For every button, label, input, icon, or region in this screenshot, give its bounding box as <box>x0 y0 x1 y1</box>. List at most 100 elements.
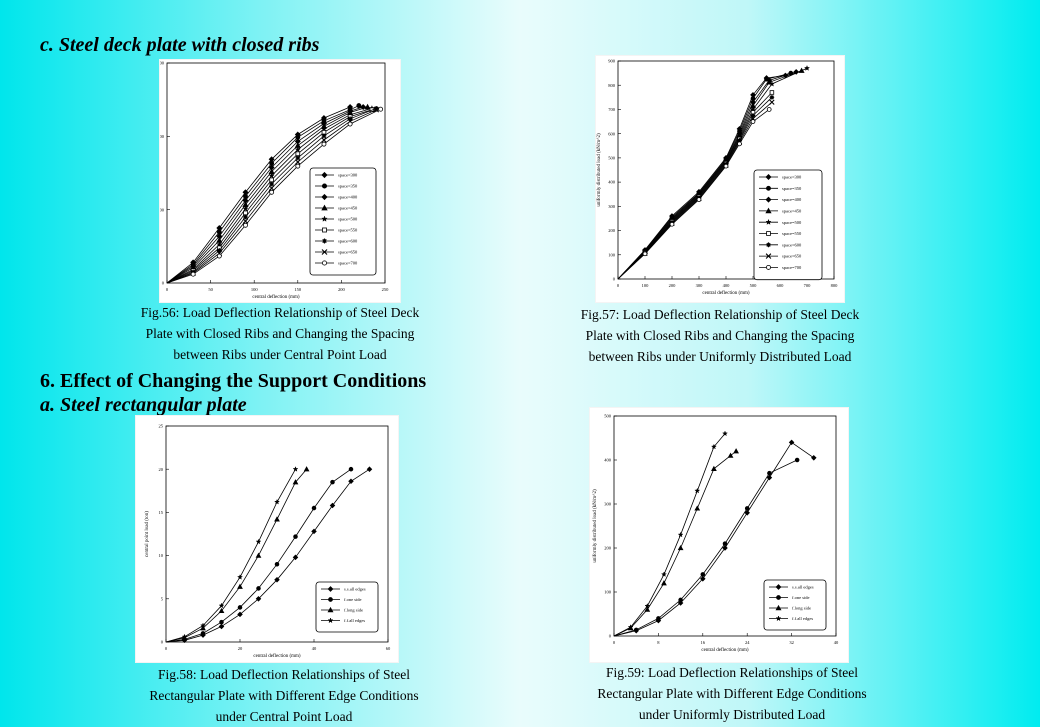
data-point <box>330 479 335 485</box>
x-tick-label: 100 <box>251 287 259 292</box>
legend-label: f.long side <box>792 606 811 611</box>
data-point <box>768 80 776 87</box>
data-point <box>269 177 274 183</box>
data-point <box>373 106 380 113</box>
legend-label: space=300 <box>338 173 358 178</box>
data-point <box>710 443 717 450</box>
data-point <box>347 116 353 122</box>
legend-label: space=450 <box>338 206 358 211</box>
data-point <box>190 271 196 277</box>
caption-line: Fig.56: Load Deflection Relationship of … <box>140 305 420 320</box>
caption-line: Fig.58: Load Deflection Relationships of… <box>158 667 410 682</box>
x-tick-label: 16 <box>701 640 706 645</box>
data-point <box>274 561 280 567</box>
data-point <box>268 185 275 191</box>
x-tick-label: 60 <box>386 646 391 651</box>
legend-marker <box>321 260 328 266</box>
figure-59-caption: Fig.59: Load Deflection Relationships of… <box>552 662 912 725</box>
series-s-s-all-edges <box>613 439 817 637</box>
data-point <box>644 602 651 609</box>
data-point <box>356 103 362 109</box>
legend: s.s.all edges f.one side f.long side f.f.al… <box>763 579 827 631</box>
x-tick-label: 100 <box>642 283 650 288</box>
data-point <box>694 505 701 511</box>
data-point <box>273 498 281 505</box>
data-point <box>293 534 298 539</box>
series-line <box>166 106 351 284</box>
y-tick-label: 25 <box>159 424 164 429</box>
y-tick-label: 700 <box>608 107 616 112</box>
data-point <box>627 624 634 630</box>
y-tick-label: 100 <box>604 590 612 595</box>
data-point <box>243 214 248 220</box>
data-point <box>677 600 684 606</box>
y-tick-label: 900 <box>608 59 616 64</box>
x-tick-label: 200 <box>669 283 677 288</box>
legend-marker <box>328 597 333 602</box>
series-line <box>617 97 773 280</box>
subheading-closed-ribs: c. Steel deck plate with closed ribs <box>40 34 320 56</box>
x-tick-label: 250 <box>382 287 390 292</box>
plot-frame <box>166 62 386 284</box>
data-point <box>292 554 299 561</box>
legend-marker <box>321 204 328 211</box>
legend-label: space=600 <box>782 242 802 247</box>
y-tick-label: 800 <box>608 83 616 88</box>
series-line <box>613 433 726 637</box>
legend-marker <box>766 242 771 248</box>
series-space-550 <box>617 90 775 280</box>
x-tick-label: 700 <box>804 283 812 288</box>
data-point <box>360 104 367 110</box>
legend-marker <box>766 264 771 270</box>
y-tick-label: 300 <box>608 204 616 209</box>
legend-marker <box>321 193 328 201</box>
figure-57-caption: Fig.57: Load Deflection Relationship of … <box>540 304 900 367</box>
data-point <box>794 457 800 463</box>
x-tick-label: 8 <box>657 640 660 645</box>
data-point <box>255 596 262 602</box>
data-point <box>200 631 206 636</box>
figure-58-chart: 0 20 40 60 0 5 10 15 20 25 central deflection (mm)… <box>136 416 398 662</box>
data-point <box>373 105 379 111</box>
legend-label: space=500 <box>782 220 802 225</box>
data-point <box>303 466 310 472</box>
data-point <box>750 113 756 118</box>
series-f-f-all-edges <box>613 430 729 637</box>
x-tick-label: 800 <box>831 283 839 288</box>
caption-line: Plate with Closed Ribs and Changing the … <box>145 326 415 341</box>
y-tick-label: 0 <box>613 277 616 282</box>
y-tick-label: 0 <box>161 640 164 645</box>
caption-line: Fig.59: Load Deflection Relationships of… <box>606 665 858 680</box>
legend-marker <box>321 183 328 189</box>
series-line <box>165 468 370 643</box>
data-point <box>200 625 206 631</box>
legend-label: f.f.all edges <box>344 618 365 623</box>
legend-marker <box>321 238 328 244</box>
legend-label: space=400 <box>782 197 802 202</box>
legend-label: space=700 <box>338 261 358 266</box>
data-point <box>711 465 717 471</box>
data-point <box>721 430 729 437</box>
x-tick-label: 50 <box>208 287 213 292</box>
x-tick-label: 400 <box>723 283 731 288</box>
x-tick-label: 40 <box>312 646 317 651</box>
data-point <box>348 478 354 485</box>
data-point <box>788 439 795 446</box>
legend-marker <box>765 196 772 203</box>
legend-marker <box>327 586 334 592</box>
plot-frame <box>165 425 389 643</box>
legend-label: space=700 <box>782 265 802 270</box>
data-point <box>268 172 275 179</box>
plot-frame <box>613 415 837 637</box>
data-point <box>694 487 701 494</box>
data-point <box>243 210 248 216</box>
series-f-one-side <box>613 457 800 637</box>
data-point <box>737 141 742 147</box>
data-point <box>656 616 661 621</box>
data-point <box>347 121 353 127</box>
legend-box <box>309 167 377 276</box>
legend-label: space=400 <box>338 195 358 200</box>
legend-marker <box>327 606 334 613</box>
y-tick-label: 400 <box>160 134 165 139</box>
